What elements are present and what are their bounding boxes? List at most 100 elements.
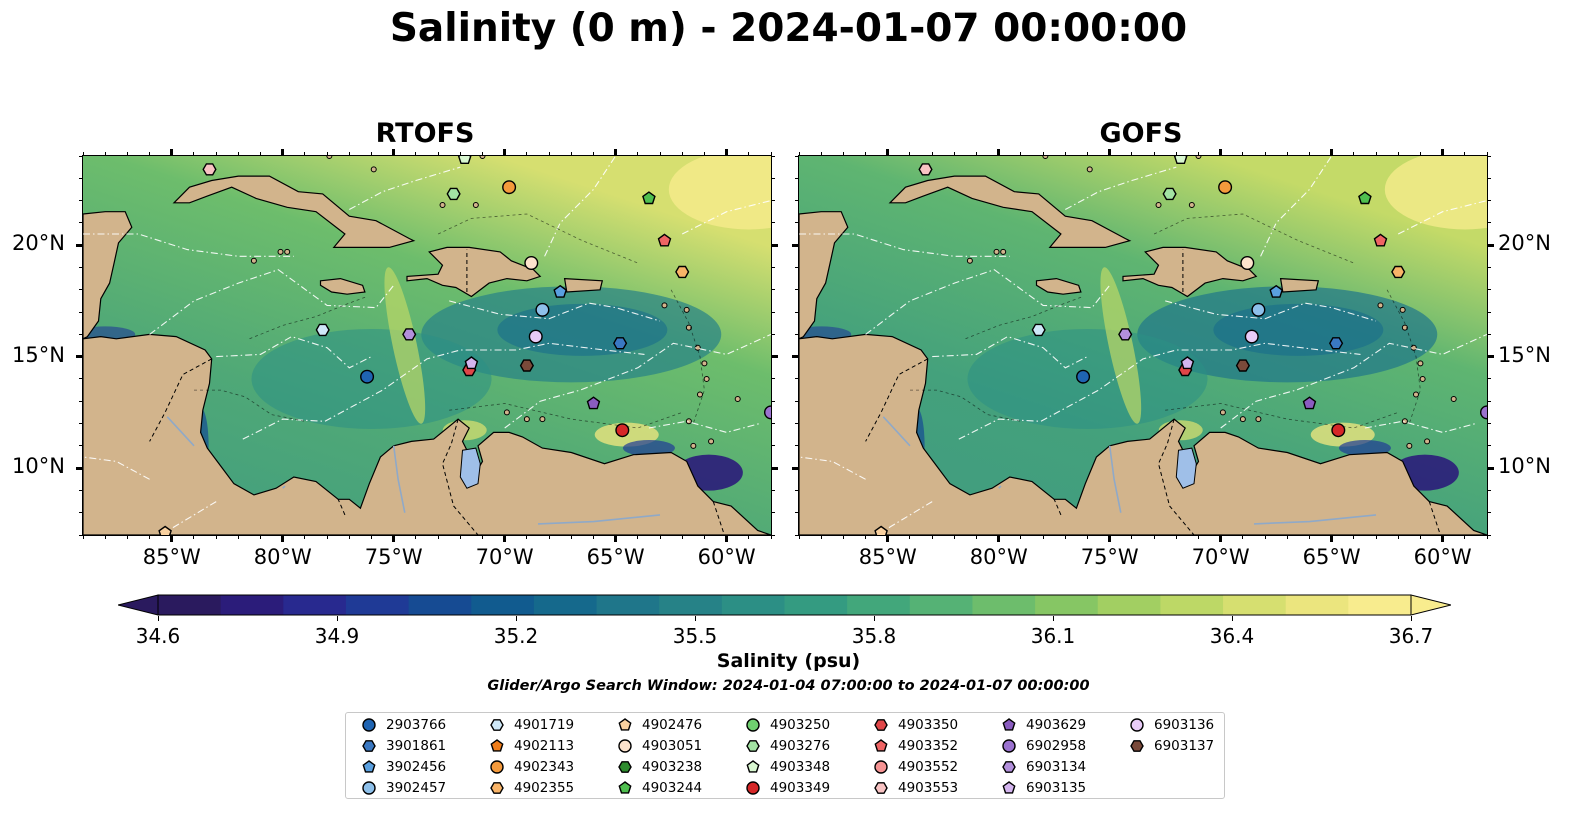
hexagon-marker-icon (490, 782, 504, 794)
circle-marker-icon (746, 718, 760, 732)
colorbar-tick-mark (515, 616, 517, 621)
map-rtofs (82, 155, 772, 536)
search-window-text: Glider/Argo Search Window: 2024-01-04 07… (487, 678, 1090, 694)
tick-mark (953, 152, 955, 155)
legend-item-6903137: 6903137 (1129, 736, 1214, 756)
hexagon-marker-icon (490, 719, 504, 731)
tick-mark (637, 152, 639, 155)
tick-mark (459, 152, 461, 155)
tick-mark (795, 333, 798, 335)
tick-mark (1464, 152, 1466, 155)
legend-label: 4902476 (642, 717, 703, 733)
legend-item-4903051: 4903051 (617, 736, 702, 756)
tick-mark (526, 536, 528, 539)
tick-mark (348, 536, 350, 539)
platform-marker-4902355 (1391, 265, 1406, 279)
lat-tick-label-right: 15°N (1498, 342, 1551, 367)
platform-marker-4903244 (1358, 191, 1372, 205)
colorbar-bin (283, 595, 347, 615)
tick-mark (1488, 378, 1491, 380)
tick-mark (1488, 200, 1491, 202)
tick-mark (1131, 152, 1133, 155)
tick-mark (237, 536, 239, 539)
platform-marker-6903134 (1118, 328, 1133, 341)
legend-label: 4903348 (770, 759, 831, 775)
platform-marker-6902958 (1480, 405, 1487, 420)
tick-mark (772, 445, 775, 447)
tick-mark (371, 536, 373, 539)
tick-mark (1308, 152, 1310, 155)
tick-mark (1242, 536, 1244, 539)
platform-marker-3902456 (553, 284, 568, 298)
colorbar-tick-label: 36.4 (1209, 624, 1255, 648)
platform-marker-6903134 (402, 328, 417, 341)
legend-label: 4903350 (898, 717, 959, 733)
legend-label: 6903135 (1026, 780, 1087, 796)
tick-mark (1197, 536, 1199, 539)
tick-mark (703, 152, 705, 155)
tick-mark (570, 152, 572, 155)
tick-mark (1087, 536, 1089, 539)
hexagon-marker-icon (1002, 761, 1016, 773)
colorbar-tick-label: 35.8 (851, 624, 897, 648)
tick-mark (1020, 152, 1022, 155)
tick-mark (170, 536, 174, 542)
legend-item-4903352: 4903352 (873, 736, 958, 756)
tick-mark (79, 400, 82, 402)
legend-item-4903629: 4903629 (1001, 715, 1086, 735)
hexagon-marker-icon (746, 740, 760, 752)
legend-item-3901861: 3901861 (361, 736, 446, 756)
tick-mark (1375, 536, 1377, 539)
tick-mark (260, 152, 262, 155)
tick-mark (437, 152, 439, 155)
legend-item-4903552: 4903552 (873, 757, 958, 777)
figure-title: Salinity (0 m) - 2024-01-07 00:00:00 (389, 6, 1188, 51)
tick-mark (1330, 536, 1334, 542)
tick-mark (215, 152, 217, 155)
tick-mark (1197, 152, 1199, 155)
tick-mark (795, 266, 798, 268)
colorbar-bin (784, 595, 848, 615)
tick-mark (481, 536, 483, 539)
tick-mark (772, 378, 775, 380)
platform-marker-4903348 (1173, 156, 1188, 165)
platform-marker-4903553 (202, 163, 217, 176)
legend-item-2903766: 2903766 (361, 715, 446, 735)
tick-mark (976, 536, 978, 539)
colorbar-bin (220, 595, 284, 615)
colorbar-bin (596, 595, 660, 615)
tick-mark (976, 152, 978, 155)
legend-label: 4902343 (514, 759, 575, 775)
legend-label: 6903134 (1026, 759, 1087, 775)
tick-mark (592, 536, 594, 539)
platform-marker-4903244 (642, 191, 656, 205)
circle-marker-icon (490, 760, 504, 774)
tick-mark (281, 536, 285, 542)
legend-item-3902457: 3902457 (361, 778, 446, 798)
tick-mark (237, 152, 239, 155)
tick-mark (772, 177, 775, 179)
tick-mark (795, 311, 798, 313)
tick-mark (79, 311, 82, 313)
tick-mark (79, 445, 82, 447)
lon-tick-label: 70°W (475, 545, 534, 569)
tick-mark (1488, 177, 1491, 179)
tick-mark (415, 536, 417, 539)
colorbar-tick-label: 36.1 (1030, 624, 1076, 648)
tick-mark (772, 400, 775, 402)
tick-mark (1488, 489, 1491, 491)
tick-mark (909, 152, 911, 155)
platform-marker-3902457 (535, 302, 550, 317)
platform-marker-4901719 (1031, 323, 1046, 337)
colorbar-tick-mark (1052, 616, 1054, 621)
tick-mark (104, 536, 106, 539)
colorbar-bin (659, 595, 723, 615)
tick-mark (503, 536, 507, 542)
tick-mark (1488, 155, 1491, 157)
legend-label: 4903553 (898, 780, 959, 796)
lon-tick-label: 70°W (1191, 545, 1250, 569)
platform-marker-4902476 (158, 525, 172, 535)
pentagon-marker-icon (1002, 781, 1016, 794)
lat-tick-label-right: 10°N (1498, 454, 1551, 479)
tick-mark (1153, 536, 1155, 539)
